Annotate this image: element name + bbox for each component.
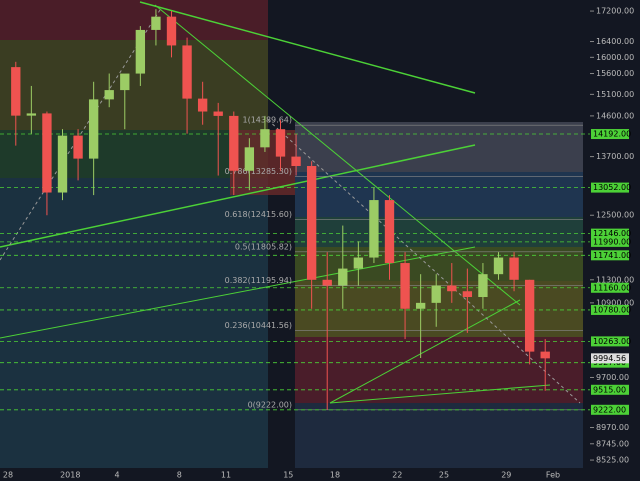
- fib-label: 0.618(12415.60): [225, 210, 292, 219]
- fib-label: 0.5(11805.82): [235, 242, 292, 251]
- plot: 1(14389.64) 0.786(13285.30) 0.618(12415.60…: [0, 9, 590, 411]
- level-tag: [591, 250, 629, 261]
- x-tick-label: 29: [501, 471, 511, 480]
- x-tick-label: 8: [177, 471, 182, 480]
- candle-body: [104, 90, 114, 100]
- candle-body: [135, 29, 146, 74]
- fib-label: 0.236(10441.56): [225, 321, 292, 330]
- level-tag: [591, 129, 629, 140]
- candle-body: [431, 285, 441, 303]
- candle-body: [182, 45, 192, 99]
- y-tick-label: 12500.00: [596, 211, 634, 220]
- candle-body: [42, 113, 52, 193]
- candle-body: [509, 257, 519, 280]
- level-tag: [591, 304, 629, 315]
- level-label: 9515.00: [593, 385, 626, 394]
- candle-body: [322, 279, 332, 286]
- fib-label: 0(9222.00): [248, 400, 292, 409]
- x-tick-label: 25: [439, 471, 449, 480]
- level-label: 10780.00: [593, 305, 631, 314]
- last-price-tag: [591, 353, 629, 364]
- candle-body: [447, 285, 457, 292]
- y-tick-label: 10900.00: [596, 298, 634, 307]
- candle-body: [57, 135, 68, 193]
- x-tick-label: 11: [221, 471, 231, 480]
- candle-body: [353, 257, 364, 269]
- level-tag: [591, 404, 629, 415]
- level-label: 13052.00: [593, 183, 631, 192]
- y-tick-label: 9700.00: [596, 373, 629, 382]
- candle-body: [151, 16, 161, 30]
- candle-body: [493, 257, 504, 275]
- y-tick-label: 8970.00: [596, 423, 629, 432]
- candle-body: [26, 113, 37, 116]
- y-tick-label: 11300.00: [596, 275, 634, 284]
- level-label: 9222.00: [593, 405, 626, 414]
- level-label: 11741.00: [593, 251, 631, 260]
- x-tick-label: 18: [330, 471, 340, 480]
- level-label: 11990.00: [593, 237, 631, 246]
- candle-body: [369, 200, 379, 258]
- candle-body: [291, 156, 301, 167]
- candle-body: [415, 302, 426, 309]
- level-label: 10263.00: [593, 337, 631, 346]
- trend-lines: [0, 1, 581, 404]
- candle-body: [540, 351, 550, 359]
- level-tag: [591, 384, 629, 395]
- x-tick-label: 28: [3, 471, 13, 480]
- fib-label: 0.786(13285.30): [225, 167, 292, 176]
- y-tick-label: 8525.00: [596, 456, 629, 465]
- level-label: 12146.00: [593, 229, 631, 238]
- candle-body: [120, 73, 130, 91]
- candle-body: [462, 291, 473, 298]
- candle-body: [260, 129, 270, 148]
- y-tick-label: 15100.00: [596, 90, 634, 99]
- candle-body: [88, 99, 99, 159]
- candle-body: [229, 115, 239, 171]
- candle-body: [213, 111, 223, 116]
- fib-label: 1(14389.64): [242, 116, 292, 125]
- candle-body: [166, 16, 177, 46]
- x-tick-label: 4: [114, 471, 119, 480]
- candle-body: [400, 263, 410, 309]
- candle-body: [338, 268, 348, 286]
- y-tick-label: 16400.00: [596, 37, 634, 46]
- level-tag: [591, 182, 629, 193]
- level-tag: [591, 282, 629, 293]
- y-tick-label: 16000.00: [596, 53, 634, 62]
- level-tag: [591, 336, 629, 347]
- candle-body: [384, 200, 395, 264]
- fib-label: 0.382(11195.94): [225, 276, 292, 285]
- candle-body: [524, 279, 535, 352]
- candle-body: [244, 147, 255, 171]
- candle-body: [275, 129, 286, 157]
- x-tick-label: 22: [392, 471, 402, 480]
- candle-body: [306, 166, 317, 280]
- y-tick-label: 13700.00: [596, 152, 634, 161]
- candle-body: [73, 135, 83, 159]
- candle-body: [11, 67, 21, 116]
- last-price-label: 9994.56: [593, 354, 626, 363]
- level-label: 14192.00: [593, 130, 631, 139]
- level-tag: [591, 228, 629, 239]
- y-tick-label: 15600.00: [596, 69, 634, 78]
- time-axis: [0, 468, 640, 481]
- level-tag: [591, 236, 629, 247]
- level-label: 11160.00: [593, 283, 631, 292]
- x-tick-label: 15: [283, 471, 293, 480]
- y-tick-label: 14600.00: [596, 111, 634, 120]
- candle-body: [197, 98, 208, 112]
- x-tick-label: Feb: [546, 471, 560, 480]
- x-tick-label: 2018: [60, 471, 80, 480]
- y-tick-label: 8745.00: [596, 439, 629, 448]
- candle-body: [478, 274, 488, 298]
- y-tick-label: 17200.00: [596, 7, 634, 16]
